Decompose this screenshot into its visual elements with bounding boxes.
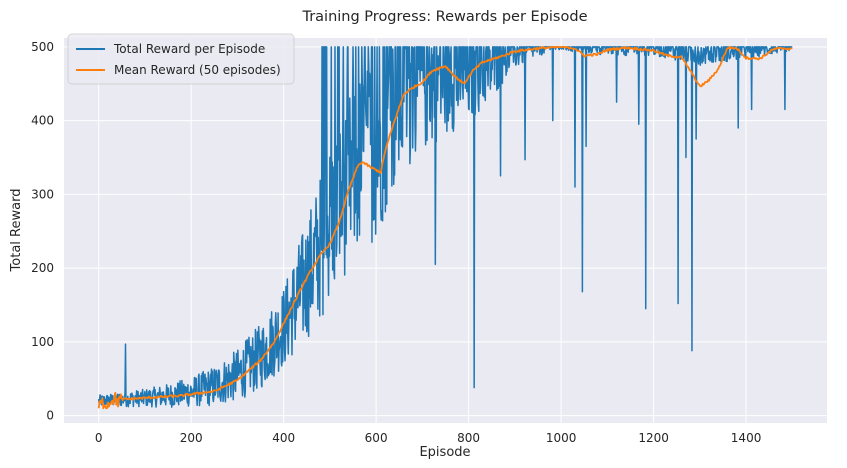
x-tick-label: 1000 [546, 431, 577, 445]
x-tick-label: 0 [95, 431, 103, 445]
x-axis-label: Episode [419, 445, 470, 460]
y-tick-label: 0 [46, 409, 54, 423]
x-tick-label: 600 [365, 431, 388, 445]
x-tick-label: 400 [272, 431, 295, 445]
x-tick-label: 200 [180, 431, 203, 445]
y-tick-label: 500 [31, 40, 54, 54]
legend-label-total-reward: Total Reward per Episode [113, 42, 265, 56]
x-tick-label: 1400 [731, 431, 762, 445]
y-tick-label: 400 [31, 114, 54, 128]
x-tick-label: 1200 [638, 431, 669, 445]
series-total-reward-line [97, 46, 793, 408]
y-tick-label: 300 [31, 187, 54, 201]
y-axis-label: Total Reward [9, 189, 24, 273]
x-tick-label: 800 [457, 431, 480, 445]
legend-label-mean-reward: Mean Reward (50 episodes) [114, 63, 281, 77]
y-tick-label: 200 [31, 261, 54, 275]
series-mean-reward-line [97, 45, 793, 410]
series-layer [97, 45, 793, 410]
chart-title: Training Progress: Rewards per Episode [301, 9, 587, 25]
tick-labels: 0 200 400 600 800 1000 1200 1400 0 100 200 300 400 50… [31, 40, 761, 445]
legend: Total Reward per Episode Mean Reward (50… [67, 33, 295, 85]
y-tick-label: 100 [31, 335, 54, 349]
legend-box [67, 33, 295, 85]
